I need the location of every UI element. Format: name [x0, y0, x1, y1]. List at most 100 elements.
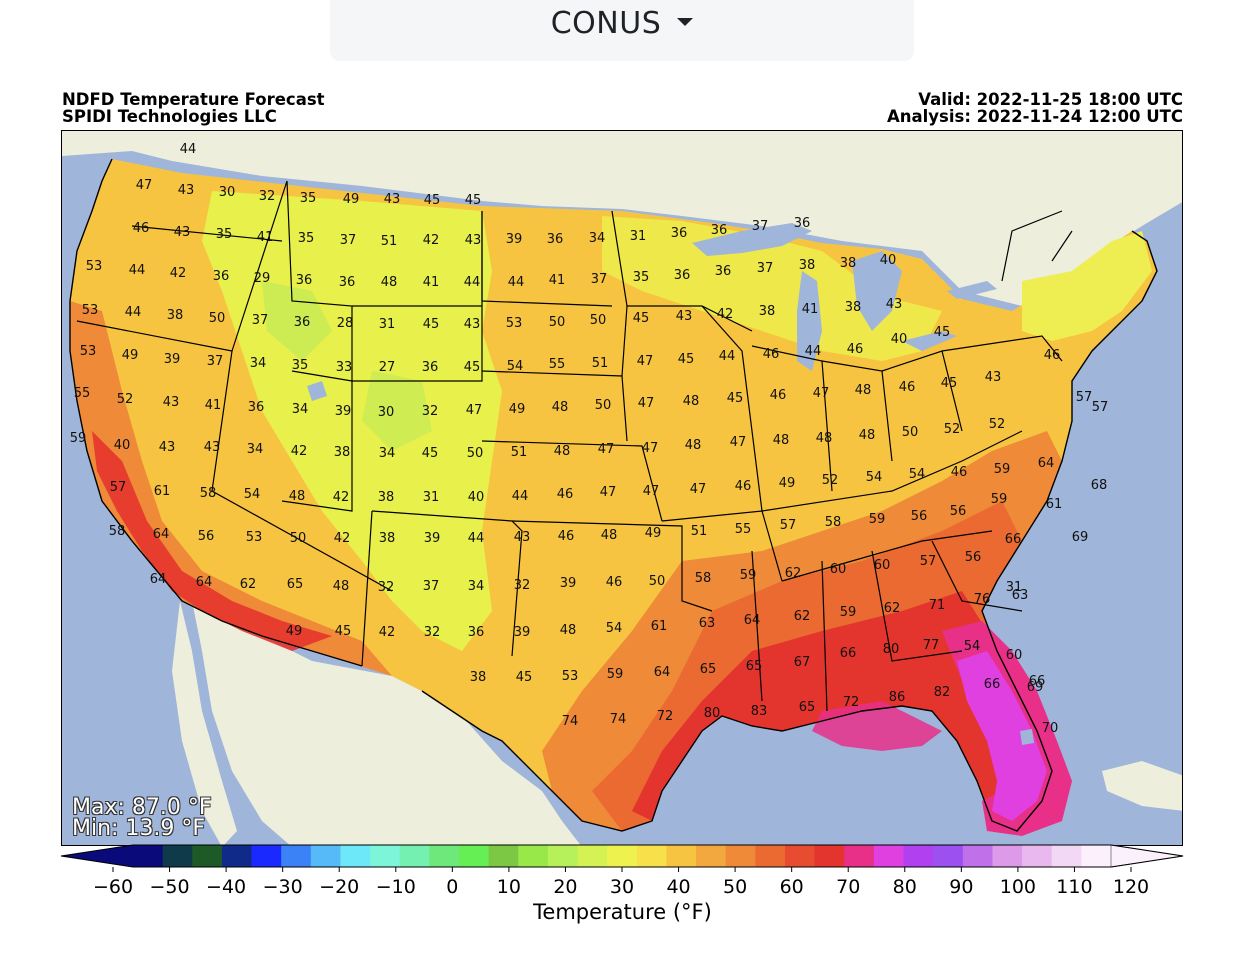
caret-down-icon	[677, 17, 694, 26]
temperature-label: 31	[423, 490, 440, 505]
temperature-label: 45	[422, 446, 439, 461]
temperature-label: 60	[1006, 648, 1023, 663]
temperature-label: 48	[289, 489, 306, 504]
colorbar-tick-label: 110	[1056, 876, 1092, 898]
colorbar-frame	[60, 844, 1184, 868]
map-header-left: NDFD Temperature Forecast SPIDI Technolo…	[62, 91, 325, 125]
colorbar-arrow-high	[1110, 844, 1184, 868]
colorbar-segment	[755, 845, 786, 867]
temperature-label: 34	[292, 402, 309, 417]
analysis-time: Analysis: 2022-11-24 12:00 UTC	[886, 107, 1183, 126]
temperature-label: 55	[735, 522, 752, 537]
zone-hot-coast-west	[92, 431, 332, 651]
temperature-label: 38	[759, 304, 776, 319]
temperature-label: 33	[336, 360, 353, 375]
temperature-label: 50	[595, 398, 612, 413]
temperature-label: 61	[154, 484, 171, 499]
zone-gulf-pink	[812, 701, 942, 751]
zone-green-1	[262, 281, 332, 361]
temperature-label: 32	[378, 580, 395, 595]
colorbar-segment	[340, 845, 371, 867]
temperature-label: 38	[799, 258, 816, 273]
temperature-label: 76	[974, 592, 991, 607]
temperature-label: 67	[794, 655, 811, 670]
temperature-label: 52	[944, 422, 961, 437]
colorbar-segment	[725, 845, 756, 867]
temperature-label: 44	[180, 142, 197, 157]
temperature-label: 54	[606, 621, 623, 636]
colorbar-segment	[636, 845, 667, 867]
great-salt-lake	[307, 381, 327, 401]
temperature-label: 36	[248, 400, 265, 415]
temperature-label: 39	[335, 404, 352, 419]
temperature-label: 29	[254, 271, 271, 286]
temperature-label: 38	[470, 670, 487, 685]
temperature-label: 44	[508, 275, 525, 290]
temperature-label: 31	[630, 229, 647, 244]
colorbar-tick-label: −10	[376, 876, 416, 898]
lake-ontario	[947, 281, 997, 299]
temperature-label: 50	[549, 315, 566, 330]
temperature-label: 53	[80, 344, 97, 359]
temperature-label: 64	[654, 665, 671, 680]
land-mexico	[192, 601, 581, 845]
colorbar-tick-label: −40	[206, 876, 246, 898]
temperature-label: 47	[637, 354, 654, 369]
temperature-label: 48	[601, 528, 618, 543]
temperature-label: 43	[514, 530, 531, 545]
temperature-label: 55	[549, 357, 566, 372]
coastline	[69, 158, 1158, 832]
colorbar-segment	[1081, 845, 1112, 867]
temperature-label: 56	[198, 529, 215, 544]
colorbar-tick-label: 90	[949, 876, 973, 898]
temperature-label: 48	[333, 579, 350, 594]
temperature-label: 51	[381, 234, 398, 249]
temperature-label: 49	[122, 348, 139, 363]
temperature-label: 45	[727, 391, 744, 406]
temperature-label: 59	[994, 462, 1011, 477]
land-baja	[172, 601, 237, 845]
temperature-label: 46	[847, 342, 864, 357]
temperature-label: 44	[125, 305, 142, 320]
temperature-label: 57	[780, 518, 797, 533]
colorbar-segment	[933, 845, 964, 867]
colorbar-segment	[844, 845, 875, 867]
colorbar-segment	[607, 845, 638, 867]
temperature-map: 44 47 43 30 32 35 49 43 45 45 46 43 35 41 35 37 51 42 43 39…	[61, 130, 1183, 846]
temperature-label: 50	[902, 425, 919, 440]
temperature-label: 37	[757, 261, 774, 276]
temperature-label: 42	[334, 531, 351, 546]
temperature-label: 53	[86, 259, 103, 274]
temperature-label: 66	[1029, 674, 1046, 689]
temperature-label: 47	[466, 403, 483, 418]
temperature-label: 44	[512, 489, 529, 504]
colorbar-tick-label: 120	[1113, 876, 1149, 898]
temperature-label: 57	[1076, 390, 1093, 405]
temperature-label: 86	[889, 690, 906, 705]
temperature-label: 54	[964, 639, 981, 654]
region-selector[interactable]: CONUS	[330, 0, 914, 61]
temperature-label: 50	[649, 574, 666, 589]
colorbar-segment	[577, 845, 608, 867]
colorbar-segment	[133, 845, 164, 867]
temperature-label: 44	[464, 275, 481, 290]
temperature-label: 66	[840, 646, 857, 661]
temperature-label: 35	[292, 358, 309, 373]
temperature-label: 32	[259, 189, 276, 204]
temperature-label: 64	[196, 575, 213, 590]
temperature-label: 62	[884, 601, 901, 616]
colorbar-segment	[547, 845, 579, 867]
temperature-label: 38	[334, 445, 351, 460]
colorbar-tick-label: −20	[319, 876, 359, 898]
temperature-label: 36	[794, 216, 811, 231]
temperature-label: 49	[779, 476, 796, 491]
temperature-label: 63	[699, 616, 716, 631]
temperature-label: 31	[379, 317, 396, 332]
colorbar-segment	[666, 845, 697, 867]
max-temp: Max: 87.0 °F	[72, 795, 212, 820]
colorbar-segment	[696, 845, 727, 867]
temperature-label: 41	[423, 275, 440, 290]
temperature-label: 43	[985, 370, 1002, 385]
temperature-label: 45	[465, 193, 482, 208]
temperature-label: 52	[989, 417, 1006, 432]
